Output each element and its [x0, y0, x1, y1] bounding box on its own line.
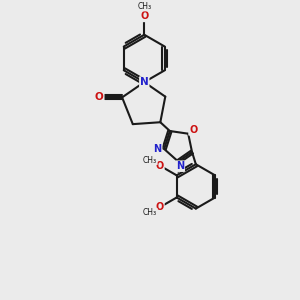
- Text: O: O: [156, 202, 164, 212]
- Text: O: O: [156, 160, 164, 171]
- Text: CH₃: CH₃: [137, 2, 151, 11]
- Text: N: N: [154, 144, 162, 154]
- Text: N: N: [140, 77, 148, 87]
- Text: O: O: [95, 92, 103, 102]
- Text: O: O: [189, 125, 197, 135]
- Text: N: N: [176, 161, 184, 171]
- Text: CH₃: CH₃: [143, 208, 157, 217]
- Text: O: O: [140, 11, 148, 21]
- Text: CH₃: CH₃: [143, 156, 157, 165]
